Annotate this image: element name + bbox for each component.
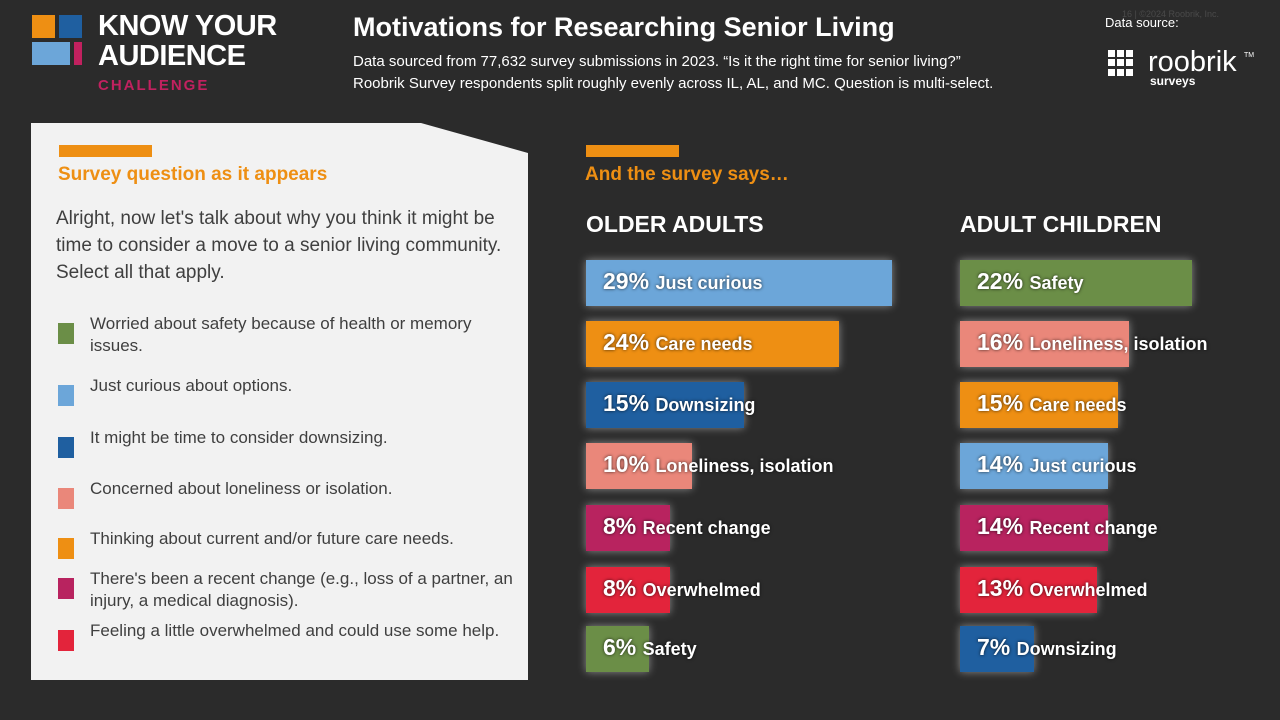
bar-just-curious <box>586 260 892 306</box>
logo-square-orange <box>32 15 55 38</box>
older-adults-heading: OLDER ADULTS <box>586 211 764 237</box>
option-color-swatch <box>58 437 74 458</box>
survey-option-text: There's been a recent change (e.g., loss… <box>90 569 513 610</box>
survey-option-text: Worried about safety because of health o… <box>90 314 472 355</box>
roobrik-surveys-label: surveys <box>1150 74 1196 88</box>
bar-care-needs <box>960 382 1118 428</box>
logo-square-dark-blue <box>59 15 82 38</box>
bar-label: 8% Recent change <box>603 513 771 540</box>
bar-category-label: Just curious <box>1029 456 1137 476</box>
bar-label: 14% Recent change <box>977 513 1157 540</box>
bar-category-label: Care needs <box>655 334 753 354</box>
bar-value-label: 13% <box>977 575 1030 601</box>
bar-recent-change <box>960 505 1108 551</box>
bar-loneliness <box>960 321 1129 367</box>
logo-square-magenta <box>74 42 82 65</box>
bar-label: 8% Overwhelmed <box>603 575 761 602</box>
survey-option-text: Feeling a little overwhelmed and could u… <box>90 621 500 640</box>
bar-value-label: 24% <box>603 329 656 355</box>
brand-title-line1: KNOW YOUR <box>98 10 277 42</box>
bar-category-label: Recent change <box>642 518 771 538</box>
bar-label: 10% Loneliness, isolation <box>603 451 833 478</box>
bar-category-label: Recent change <box>1029 518 1158 538</box>
survey-option-text: It might be time to consider downsizing. <box>90 428 388 447</box>
bar-category-label: Overwhelmed <box>642 580 761 600</box>
roobrik-grid-icon <box>1108 50 1134 76</box>
bar-value-label: 7% <box>977 634 1017 660</box>
subtitle-line2: Roobrik Survey respondents split roughly… <box>353 75 994 92</box>
results-heading: And the survey says… <box>585 164 789 185</box>
option-color-swatch <box>58 385 74 406</box>
bar-label: 15% Care needs <box>977 390 1127 417</box>
bar-downsizing <box>586 382 744 428</box>
bar-label: 7% Downsizing <box>977 634 1117 661</box>
bar-value-label: 14% <box>977 451 1030 477</box>
results-accent-bar <box>586 145 679 157</box>
bar-loneliness <box>586 443 692 489</box>
bar-category-label: Safety <box>1029 273 1084 293</box>
survey-option-text: Just curious about options. <box>90 376 293 395</box>
bar-value-label: 8% <box>603 575 643 601</box>
bar-label: 14% Just curious <box>977 451 1136 478</box>
bar-category-label: Loneliness, isolation <box>655 456 834 476</box>
bar-overwhelmed <box>586 567 670 613</box>
page-subtitle: Data sourced from 77,632 survey submissi… <box>353 51 1073 95</box>
bar-category-label: Downsizing <box>655 395 756 415</box>
survey-option-text: Concerned about loneliness or isolation. <box>90 479 393 498</box>
survey-heading: Survey question as it appears <box>58 164 328 185</box>
bar-value-label: 8% <box>603 513 643 539</box>
bar-label: 15% Downsizing <box>603 390 755 417</box>
option-color-swatch <box>58 488 74 509</box>
survey-accent-bar <box>59 145 152 157</box>
page-title: Motivations for Researching Senior Livin… <box>353 12 895 42</box>
bar-category-label: Safety <box>642 639 697 659</box>
bar-label: 22% Safety <box>977 268 1083 295</box>
option-color-swatch <box>58 630 74 651</box>
bar-label: 29% Just curious <box>603 268 762 295</box>
bar-value-label: 15% <box>603 390 656 416</box>
subtitle-line1: Data sourced from 77,632 survey submissi… <box>353 53 961 70</box>
bar-value-label: 22% <box>977 268 1030 294</box>
bar-downsizing <box>960 626 1034 672</box>
page-meta: 16 | ©2024 Roobrik, Inc. <box>1122 9 1220 19</box>
option-color-swatch <box>58 578 74 599</box>
bar-label: 16% Loneliness, isolation <box>977 329 1207 356</box>
bar-value-label: 15% <box>977 390 1030 416</box>
bar-category-label: Overwhelmed <box>1029 580 1148 600</box>
bar-label: 13% Overwhelmed <box>977 575 1147 602</box>
bar-label: 6% Safety <box>603 634 697 661</box>
bar-label: 24% Care needs <box>603 329 753 356</box>
bar-value-label: 10% <box>603 451 656 477</box>
bar-value-label: 29% <box>603 268 656 294</box>
option-color-swatch <box>58 538 74 559</box>
bar-safety <box>586 626 649 672</box>
roobrik-trademark: TM <box>1244 52 1255 59</box>
brand-subtitle: CHALLENGE <box>98 77 210 94</box>
logo-square-light-blue <box>32 42 70 65</box>
bar-category-label: Downsizing <box>1016 639 1117 659</box>
data-source-label: Data source: <box>1105 15 1179 30</box>
survey-question-text: Alright, now let's talk about why you th… <box>56 208 502 283</box>
bar-overwhelmed <box>960 567 1097 613</box>
bar-safety <box>960 260 1192 306</box>
bar-category-label: Care needs <box>1029 395 1127 415</box>
roobrik-wordmark: roobrik <box>1148 46 1237 78</box>
survey-option-text: Thinking about current and/or future car… <box>90 529 454 548</box>
bar-recent-change <box>586 505 670 551</box>
survey-question-panel <box>31 123 528 680</box>
option-color-swatch <box>58 323 74 344</box>
bar-category-label: Just curious <box>655 273 763 293</box>
bar-care-needs <box>586 321 839 367</box>
brand-title: KNOW YOUR AUDIENCE <box>98 11 277 71</box>
bar-value-label: 6% <box>603 634 643 660</box>
bar-value-label: 14% <box>977 513 1030 539</box>
bar-category-label: Loneliness, isolation <box>1029 334 1208 354</box>
bar-value-label: 16% <box>977 329 1030 355</box>
adult-children-heading: ADULT CHILDREN <box>960 211 1162 237</box>
know-your-audience-logo <box>32 15 92 70</box>
brand-title-line2: AUDIENCE <box>98 40 246 72</box>
bar-just-curious <box>960 443 1108 489</box>
